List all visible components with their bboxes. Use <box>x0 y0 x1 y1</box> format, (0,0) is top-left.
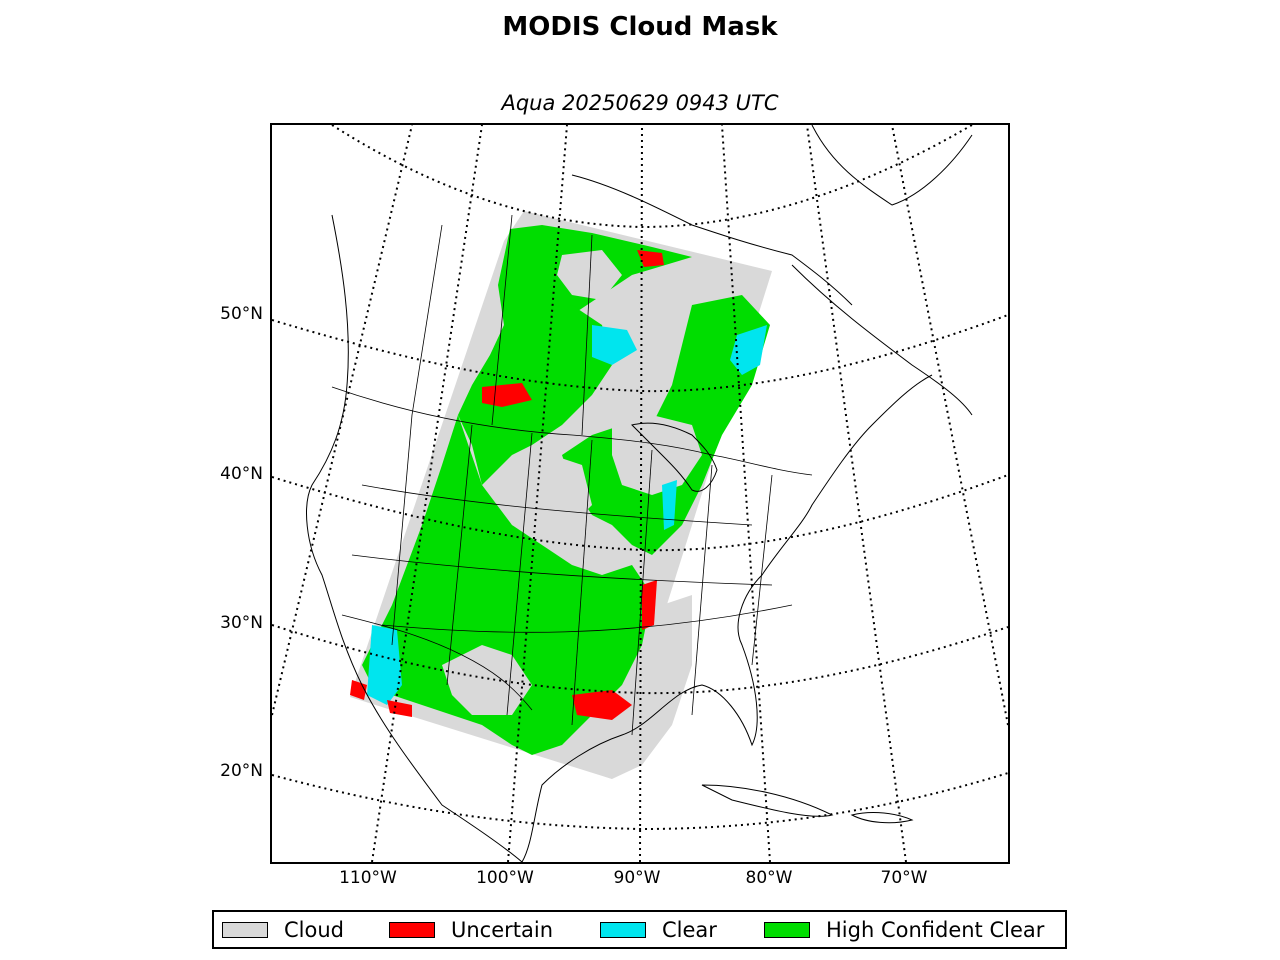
legend-swatch-cloud <box>222 921 268 938</box>
canada-province-1 <box>411 224 443 416</box>
lon-label-90w: 90°W <box>613 868 661 888</box>
cloud-patch-southeast <box>572 595 692 779</box>
cloud-patch-great-lakes <box>612 415 702 495</box>
state-line-h2 <box>351 554 773 586</box>
lon-label-100w: 100°W <box>476 868 534 888</box>
legend: Cloud Uncertain Clear High Confident Cle… <box>212 910 1067 949</box>
map-canvas <box>272 125 1008 862</box>
meridian-80w <box>721 125 771 862</box>
state-line-6 <box>691 464 713 716</box>
parallel-20n <box>272 772 1008 831</box>
north-america-gulf-coast <box>521 374 933 862</box>
parallel-40n <box>272 474 1008 552</box>
hispaniola-outline <box>850 812 914 824</box>
figure-subtitle: Aqua 20250629 0943 UTC <box>501 91 779 115</box>
clear-patch-quebec <box>730 325 767 375</box>
legend-item-uncertain: Uncertain <box>389 912 553 947</box>
north-america-west-coast <box>306 214 523 862</box>
us-canada-border <box>331 386 813 476</box>
map-panel <box>270 123 1010 864</box>
uncertain-patch-ontario <box>637 250 664 267</box>
clear-patch-manitoba <box>592 325 637 365</box>
legend-swatch-clear <box>600 921 646 938</box>
state-line-2 <box>446 424 473 686</box>
meridian-70w <box>806 125 907 862</box>
lon-label-70w: 70°W <box>880 868 928 888</box>
legend-swatch-high-confident-clear <box>764 921 810 938</box>
figure-title: MODIS Cloud Mask <box>502 12 778 42</box>
meridian-110w <box>371 125 483 862</box>
legend-item-cloud: Cloud <box>222 912 344 947</box>
legend-label-uncertain: Uncertain <box>451 917 554 942</box>
us-mexico-border <box>341 614 533 711</box>
canada-province-2 <box>491 214 513 426</box>
legend-label-clear: Clear <box>662 917 717 942</box>
lat-label-20n: 20°N <box>220 761 263 781</box>
graticule <box>272 125 1008 862</box>
state-line-h3 <box>381 604 793 633</box>
lon-label-80w: 80°W <box>745 868 793 888</box>
parallel-60n <box>331 125 973 229</box>
meridian-60w <box>891 125 1008 726</box>
state-line-h1 <box>361 484 753 526</box>
canada-province-3 <box>581 234 593 436</box>
legend-item-clear: Clear <box>600 912 717 947</box>
state-line-7 <box>751 474 773 666</box>
legend-label-cloud: Cloud <box>284 917 344 942</box>
uncertain-patch-arkansas <box>642 580 657 630</box>
uncertain-patch-baja <box>387 700 412 717</box>
greenland-outline <box>811 125 973 206</box>
lat-label-40n: 40°N <box>220 464 263 484</box>
uncertain-patch-mexico-coast <box>350 680 367 700</box>
cloud-patch-north <box>557 250 622 300</box>
clear-patch-lake-michigan <box>662 480 677 530</box>
clear-region-central <box>458 305 612 485</box>
cloud-patch-texas <box>442 645 532 715</box>
labrador-coast <box>791 264 973 416</box>
great-lakes-outline <box>631 422 718 492</box>
lon-label-110w: 110°W <box>339 868 397 888</box>
state-line-1 <box>391 414 413 646</box>
legend-swatch-uncertain <box>389 921 435 938</box>
state-line-4 <box>571 439 593 726</box>
state-line-5 <box>631 449 653 736</box>
state-line-3 <box>506 432 533 716</box>
lat-label-30n: 30°N <box>220 613 263 633</box>
legend-item-high-confident-clear: High Confident Clear <box>764 912 1044 947</box>
clear-region-south <box>362 415 652 755</box>
legend-label-high-confident-clear: High Confident Clear <box>826 917 1045 942</box>
hudson-bay-coast <box>571 174 853 306</box>
cloud-mask-swath <box>350 211 772 779</box>
uncertain-patch-gulf <box>572 690 632 720</box>
meridian-120w <box>272 125 413 716</box>
clear-patch-mexico <box>367 625 402 705</box>
lat-label-50n: 50°N <box>220 304 263 324</box>
coastlines <box>306 125 973 862</box>
